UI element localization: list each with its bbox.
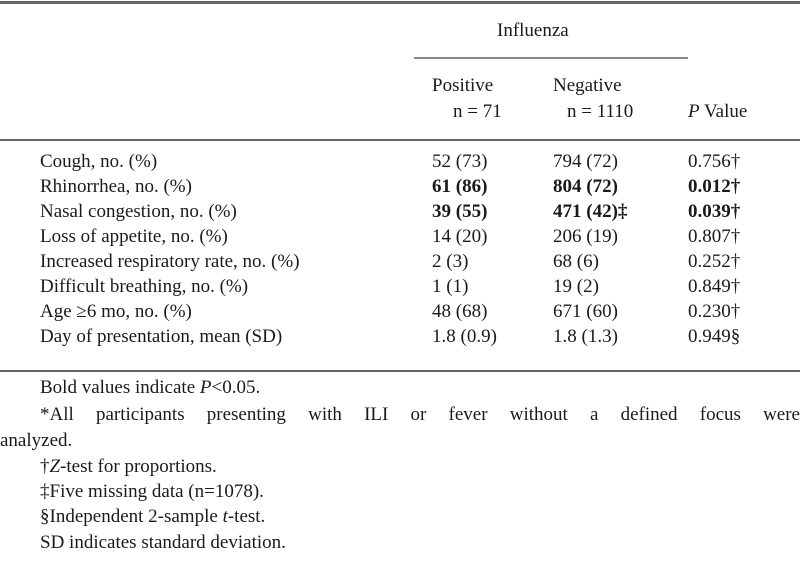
row-label: Day of presentation, mean (SD) <box>40 326 283 347</box>
row-label: Age ≥6 mo, no. (%) <box>40 301 192 322</box>
table-row: Loss of appetite, no. (%) 14 (20) 206 (19)… <box>0 226 800 251</box>
negative-cell: 794 (72) <box>553 151 618 172</box>
negative-cell: 804 (72) <box>553 176 618 197</box>
table-row: Cough, no. (%) 52 (73) 794 (72) 0.756† <box>0 151 800 176</box>
bottom-rule <box>0 370 800 372</box>
table-row: Nasal congestion, no. (%) 39 (55) 471 (42)… <box>0 201 800 226</box>
positive-cell: 52 (73) <box>432 151 488 172</box>
table-row: Day of presentation, mean (SD) 1.8 (0.9) 1… <box>0 326 800 351</box>
p-rest: Value <box>699 101 748 122</box>
positive-n: n = 71 <box>453 101 502 122</box>
p-value-cell: 0.807† <box>688 226 741 247</box>
fn-text: <0.05. <box>211 377 261 398</box>
p-value-cell: 0.012† <box>688 176 741 197</box>
table-row: Difficult breathing, no. (%) 1 (1) 19 (2) 0… <box>0 276 800 301</box>
influenza-underline <box>414 57 688 59</box>
negative-cell: 671 (60) <box>553 301 618 322</box>
negative-header: Negative <box>553 75 622 96</box>
p-value-cell: 0.039† <box>688 201 741 222</box>
p-italic: P <box>688 101 700 122</box>
p-value-header: P Value <box>688 101 747 123</box>
footnote-ddagger: ‡Five missing data (n=1078). <box>40 481 264 502</box>
table-row: Age ≥6 mo, no. (%) 48 (68) 671 (60) 0.230† <box>0 301 800 326</box>
footnote-section: §Independent 2-sample t-test. <box>40 504 800 529</box>
positive-cell: 14 (20) <box>432 226 488 247</box>
positive-cell: 39 (55) <box>432 201 488 222</box>
p-value-cell: 0.849† <box>688 276 741 297</box>
fn-text: -test. <box>227 506 266 527</box>
negative-cell: 1.8 (1.3) <box>553 326 618 347</box>
row-label: Loss of appetite, no. (%) <box>40 226 228 247</box>
top-rule <box>0 1 800 4</box>
negative-cell: 19 (2) <box>553 276 599 297</box>
influenza-group-header: Influenza <box>497 20 569 41</box>
positive-header: Positive <box>432 75 494 96</box>
fn-text: §Independent 2-sample <box>40 506 223 527</box>
positive-cell: 61 (86) <box>432 176 488 197</box>
row-label: Rhinorrhea, no. (%) <box>40 176 192 197</box>
row-label: Nasal congestion, no. (%) <box>40 201 237 222</box>
negative-cell: 68 (6) <box>553 251 599 272</box>
negative-cell: 471 (42)‡ <box>553 201 628 222</box>
fn-italic: P <box>199 377 212 398</box>
footnote-sd: SD indicates standard deviation. <box>40 532 286 553</box>
p-value-cell: 0.230† <box>688 301 741 322</box>
row-label: Difficult breathing, no. (%) <box>40 276 249 297</box>
fn-italic: t <box>222 506 228 527</box>
positive-cell: 1 (1) <box>432 276 469 297</box>
footnote-dagger: †Z-test for proportions. <box>40 454 800 479</box>
p-value-cell: 0.756† <box>688 151 741 172</box>
footnote-star: *All participants presenting with ILI or… <box>40 404 800 425</box>
row-label: Increased respiratory rate, no. (%) <box>40 251 300 272</box>
footnote-star-cont: analyzed. <box>0 430 73 451</box>
negative-n: n = 1110 <box>567 101 634 122</box>
p-value-cell: 0.949§ <box>688 326 741 347</box>
header-rule <box>0 139 800 141</box>
fn-text: Bold values indicate <box>40 377 200 398</box>
footnote-bold: Bold values indicate P<0.05. <box>40 375 800 400</box>
positive-cell: 2 (3) <box>432 251 469 272</box>
p-value-cell: 0.252† <box>688 251 741 272</box>
positive-cell: 1.8 (0.9) <box>432 326 497 347</box>
positive-cell: 48 (68) <box>432 301 488 322</box>
fn-text: -test for proportions. <box>60 456 217 477</box>
table-row: Increased respiratory rate, no. (%) 2 (3)… <box>0 251 800 276</box>
table-row: Rhinorrhea, no. (%) 61 (86) 804 (72) 0.012† <box>0 176 800 201</box>
fn-text: † <box>40 456 50 477</box>
fn-italic: Z <box>49 456 61 477</box>
row-label: Cough, no. (%) <box>40 151 158 172</box>
negative-cell: 206 (19) <box>553 226 618 247</box>
